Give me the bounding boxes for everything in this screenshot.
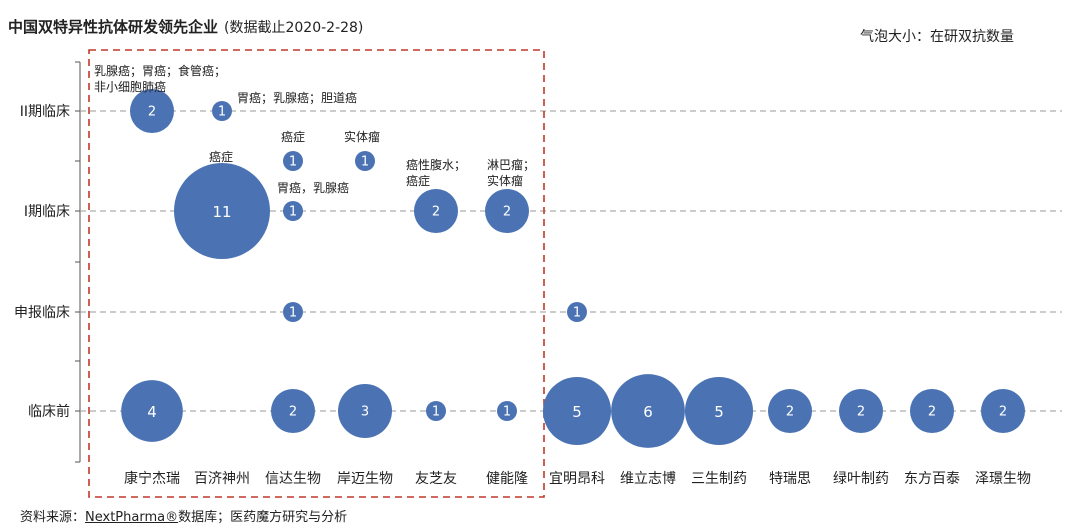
x-tick-label: 东方百泰 bbox=[904, 471, 960, 487]
bubble bbox=[270, 388, 316, 434]
y-tick-label: I期临床 bbox=[24, 204, 70, 220]
source-brand: NextPharma® bbox=[85, 510, 179, 525]
bubble bbox=[484, 188, 530, 234]
source-prefix: 资料来源： bbox=[20, 510, 86, 525]
x-tick-label: 岸迈生物 bbox=[337, 471, 393, 487]
x-tick-label: 绿叶制药 bbox=[833, 471, 889, 487]
bubble bbox=[338, 384, 392, 438]
bubble-value: 3 bbox=[361, 405, 369, 420]
bubble bbox=[567, 302, 587, 322]
bubble-annotation: 淋巴瘤； bbox=[487, 157, 535, 172]
bubble bbox=[174, 163, 270, 259]
bubble bbox=[497, 401, 517, 421]
bubble-annotation: 癌症 bbox=[209, 149, 233, 164]
chart-subtitle: (数据截止2020-2-28) bbox=[224, 20, 364, 36]
bubble bbox=[121, 380, 183, 442]
bubble-value: 1 bbox=[432, 405, 440, 420]
bubble-value: 1 bbox=[289, 306, 297, 321]
bubble-value: 6 bbox=[643, 403, 653, 421]
x-tick-label: 百济神州 bbox=[194, 471, 250, 487]
bubble-annotation: 实体瘤 bbox=[487, 173, 523, 188]
bubble bbox=[542, 376, 612, 446]
bubble-value: 1 bbox=[289, 155, 297, 170]
bubble-annotation: 癌症 bbox=[406, 173, 430, 188]
x-tick-label: 维立志博 bbox=[620, 470, 676, 487]
bubble bbox=[283, 151, 303, 171]
bubble-value: 5 bbox=[714, 403, 724, 421]
chart-title: 中国双特异性抗体研发领先企业 bbox=[8, 18, 219, 36]
bubble bbox=[684, 376, 754, 446]
bubble bbox=[413, 188, 459, 234]
x-tick-label: 康宁杰瑞 bbox=[124, 470, 180, 487]
x-tick-label: 宜明昂科 bbox=[549, 471, 605, 487]
source-suffix: 数据库；医药魔方研究与分析 bbox=[178, 510, 348, 525]
bubble bbox=[980, 388, 1026, 434]
bubble-value: 11 bbox=[212, 203, 231, 221]
x-tick-label: 健能隆 bbox=[486, 471, 528, 487]
y-tick-label: II期临床 bbox=[20, 104, 70, 120]
bubble-annotation: 癌症 bbox=[281, 129, 305, 144]
bubble bbox=[838, 388, 884, 434]
y-tick-label: 申报临床 bbox=[14, 305, 70, 321]
bubble bbox=[909, 388, 955, 434]
bubble-value: 2 bbox=[148, 105, 156, 120]
bubble bbox=[283, 302, 303, 322]
bubble-value: 2 bbox=[786, 405, 794, 420]
bubble bbox=[426, 401, 446, 421]
bubble-value: 1 bbox=[573, 306, 581, 321]
bubble-value: 1 bbox=[361, 155, 369, 170]
bubble-annotation: 实体瘤 bbox=[344, 129, 380, 144]
bubble-value: 5 bbox=[572, 403, 582, 421]
bubble-annotation: 非小细胞肺癌 bbox=[94, 79, 166, 94]
source-note: 资料来源：NextPharma®数据库；医药魔方研究与分析 bbox=[20, 506, 347, 525]
bubble-value: 4 bbox=[147, 403, 157, 421]
x-tick-label: 泽璟生物 bbox=[975, 471, 1031, 487]
bubble-value: 1 bbox=[503, 405, 511, 420]
bubble-annotation: 胃癌；乳腺癌；胆道癌 bbox=[237, 90, 357, 105]
bubble-value: 2 bbox=[289, 405, 297, 420]
bubble-annotation: 胃癌，乳腺癌 bbox=[277, 180, 349, 195]
bubble bbox=[212, 101, 232, 121]
x-tick-label: 信达生物 bbox=[265, 471, 321, 487]
bubble bbox=[355, 151, 375, 171]
bubble-value: 2 bbox=[928, 405, 936, 420]
highlight-box bbox=[88, 49, 545, 498]
x-tick-label: 特瑞思 bbox=[769, 471, 811, 487]
x-tick-label: 友芝友 bbox=[415, 471, 457, 487]
bubble bbox=[767, 388, 813, 434]
x-tick-label: 三生制药 bbox=[691, 471, 747, 487]
bubble-annotation: 癌性腹水； bbox=[406, 157, 466, 172]
bubble bbox=[611, 374, 685, 448]
bubble-value: 2 bbox=[857, 405, 865, 420]
bubble-value: 2 bbox=[503, 205, 511, 220]
bubble bbox=[129, 88, 175, 134]
chart-title-block: 中国双特异性抗体研发领先企业 (数据截止2020-2-28) bbox=[8, 16, 363, 37]
bubble-size-note: 气泡大小：在研双抗数量 bbox=[860, 29, 1014, 45]
bubble-value: 2 bbox=[999, 405, 1007, 420]
bubble bbox=[283, 201, 303, 221]
y-tick-label: 临床前 bbox=[28, 403, 70, 420]
bubble-annotation: 乳腺癌；胃癌；食管癌； bbox=[94, 63, 226, 78]
bubble-value: 2 bbox=[432, 205, 440, 220]
bubble-value: 1 bbox=[289, 205, 297, 220]
bubble-value: 1 bbox=[218, 105, 226, 120]
